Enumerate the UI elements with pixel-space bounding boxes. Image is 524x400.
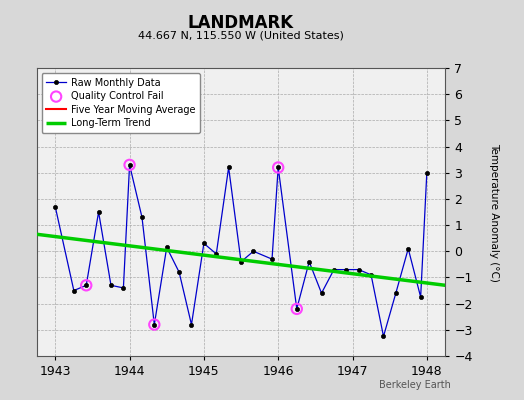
Raw Monthly Data (331, 267, 337, 272)
Line: Raw Monthly Data: Raw Monthly Data (53, 163, 429, 338)
Raw Monthly Data (269, 257, 275, 262)
Raw Monthly Data (250, 249, 257, 254)
Raw Monthly Data (293, 306, 300, 311)
Quality Control Fail (150, 321, 158, 328)
Raw Monthly Data (151, 322, 157, 327)
Raw Monthly Data (392, 291, 399, 296)
Raw Monthly Data (213, 252, 220, 256)
Y-axis label: Temperature Anomaly (°C): Temperature Anomaly (°C) (489, 142, 499, 282)
Raw Monthly Data (71, 288, 77, 293)
Text: 44.667 N, 115.550 W (United States): 44.667 N, 115.550 W (United States) (138, 30, 344, 40)
Legend: Raw Monthly Data, Quality Control Fail, Five Year Moving Average, Long-Term Tren: Raw Monthly Data, Quality Control Fail, … (41, 73, 200, 133)
Raw Monthly Data (368, 272, 374, 277)
Raw Monthly Data (121, 286, 127, 290)
Quality Control Fail (274, 164, 282, 171)
Raw Monthly Data (52, 204, 58, 209)
Raw Monthly Data (201, 241, 207, 246)
Text: Berkeley Earth: Berkeley Earth (379, 380, 451, 390)
Quality Control Fail (82, 282, 91, 288)
Raw Monthly Data (108, 283, 114, 288)
Quality Control Fail (125, 162, 134, 168)
Raw Monthly Data (380, 334, 387, 339)
Raw Monthly Data (176, 270, 182, 275)
Quality Control Fail (292, 306, 301, 312)
Raw Monthly Data (424, 170, 430, 175)
Raw Monthly Data (343, 267, 350, 272)
Raw Monthly Data (126, 162, 133, 167)
Text: LANDMARK: LANDMARK (188, 14, 294, 32)
Raw Monthly Data (188, 322, 194, 327)
Raw Monthly Data (306, 259, 312, 264)
Raw Monthly Data (95, 210, 102, 214)
Raw Monthly Data (418, 295, 424, 300)
Raw Monthly Data (275, 165, 281, 170)
Raw Monthly Data (355, 267, 362, 272)
Raw Monthly Data (83, 283, 90, 288)
Raw Monthly Data (319, 291, 325, 296)
Raw Monthly Data (238, 259, 244, 264)
Raw Monthly Data (139, 215, 145, 220)
Raw Monthly Data (163, 245, 170, 250)
Raw Monthly Data (405, 246, 411, 251)
Raw Monthly Data (225, 165, 232, 170)
